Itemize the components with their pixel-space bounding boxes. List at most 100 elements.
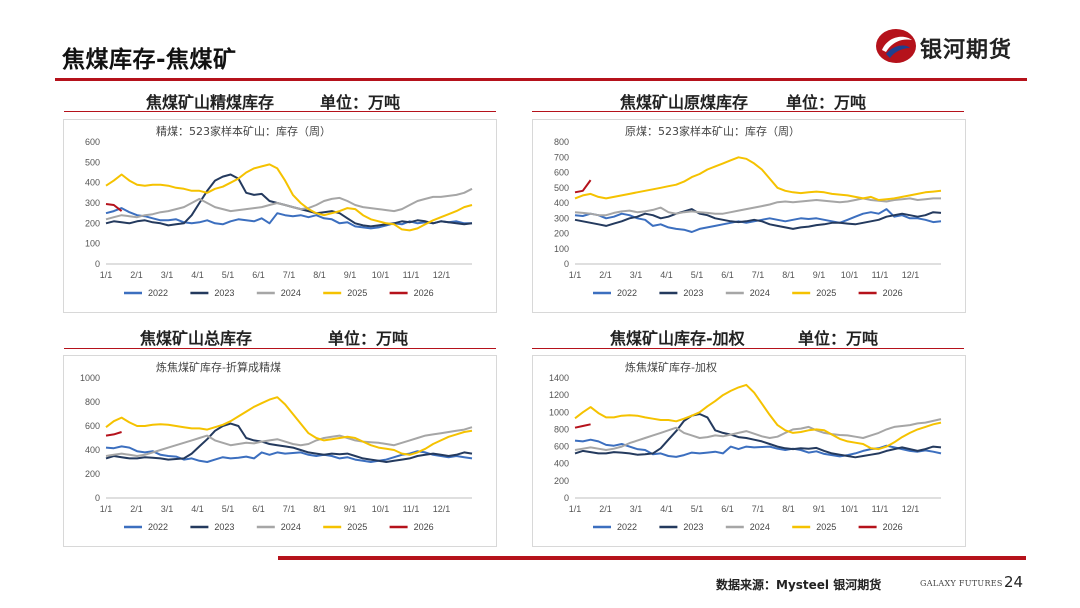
y-tick-label: 1400	[549, 373, 569, 383]
series-line-2023	[574, 208, 942, 230]
chart-subtitle: 炼焦煤矿库存-加权	[625, 360, 717, 374]
panel-1-divider	[64, 111, 496, 112]
x-tick-label: 6/1	[252, 270, 265, 280]
y-tick-label: 200	[554, 229, 569, 239]
series-line-2026	[105, 203, 123, 212]
x-tick-label: 12/1	[902, 504, 920, 514]
x-tick-label: 2/1	[599, 504, 612, 514]
legend-label: 2024	[750, 522, 770, 532]
x-tick-label: 1/1	[100, 504, 113, 514]
x-tick-label: 1/1	[569, 504, 582, 514]
legend-label: 2026	[414, 288, 434, 298]
panel-3-unit: 单位：万吨	[328, 329, 409, 348]
y-tick-label: 400	[554, 198, 569, 208]
legend-label: 2025	[347, 522, 367, 532]
legend-label: 2023	[214, 522, 234, 532]
panel-3-title: 焦煤矿山总库存	[140, 329, 253, 348]
legend-label: 2023	[683, 288, 703, 298]
y-tick-label: 1000	[549, 407, 569, 417]
panel-4-title: 焦煤矿山库存-加权	[610, 329, 745, 348]
legend-label: 2025	[347, 288, 367, 298]
y-tick-label: 800	[554, 137, 569, 147]
legend-label: 2026	[883, 288, 903, 298]
panel-2-divider	[532, 111, 964, 112]
series-line-2026	[574, 179, 592, 194]
legend-label: 2026	[414, 522, 434, 532]
x-tick-label: 9/1	[813, 270, 826, 280]
chart-subtitle: 精煤：523家样本矿山：库存（周）	[156, 124, 331, 138]
legend-label: 2024	[750, 288, 770, 298]
legend-label: 2025	[816, 522, 836, 532]
series-line-2025	[574, 383, 942, 451]
x-tick-label: 5/1	[691, 504, 704, 514]
x-tick-label: 12/1	[433, 504, 451, 514]
x-tick-label: 11/1	[403, 270, 420, 280]
x-tick-label: 1/1	[569, 270, 582, 280]
x-tick-label: 5/1	[222, 270, 235, 280]
x-tick-label: 3/1	[161, 270, 174, 280]
y-tick-label: 400	[85, 178, 100, 188]
x-tick-label: 5/1	[222, 504, 235, 514]
chart-subtitle: 原煤：523家样本矿山：库存（周）	[625, 124, 800, 138]
series-line-2026	[574, 423, 591, 429]
x-tick-label: 4/1	[191, 504, 204, 514]
x-tick-label: 12/1	[902, 270, 920, 280]
y-tick-label: 200	[85, 469, 100, 479]
y-tick-label: 300	[554, 213, 569, 223]
x-tick-label: 2/1	[130, 504, 143, 514]
legend-label: 2022	[617, 288, 637, 298]
x-tick-label: 8/1	[313, 504, 326, 514]
x-tick-label: 10/1	[841, 270, 859, 280]
y-tick-label: 200	[85, 218, 100, 228]
legend-label: 2026	[883, 522, 903, 532]
y-tick-label: 1200	[549, 390, 569, 400]
brand-name: 银河期货	[920, 38, 1013, 63]
y-tick-label: 700	[554, 152, 569, 162]
chart-4-svg: 炼焦煤矿库存-加权 0 200 400 600 800 1000 1200 1400 1/1 2/1…	[549, 360, 942, 532]
x-tick-label: 4/1	[660, 504, 673, 514]
x-tick-label: 6/1	[252, 504, 265, 514]
legend-label: 2024	[281, 522, 301, 532]
x-tick-label: 2/1	[599, 270, 612, 280]
y-tick-label: 400	[85, 445, 100, 455]
series-line-2024	[574, 418, 942, 451]
x-tick-label: 12/1	[433, 270, 451, 280]
y-tick-label: 400	[554, 459, 569, 469]
y-tick-label: 0	[564, 493, 569, 503]
panel-1-unit: 单位：万吨	[320, 93, 401, 112]
series-line-2026	[105, 431, 122, 437]
title-divider	[55, 78, 1027, 81]
x-tick-label: 9/1	[344, 270, 357, 280]
x-tick-label: 9/1	[344, 504, 357, 514]
chart-box-3: 炼焦煤矿库存-折算成精煤 0 200 400 600 800 1000 1/1 2/1 3/1 4/…	[63, 355, 497, 547]
x-tick-label: 4/1	[191, 270, 204, 280]
x-tick-label: 11/1	[403, 504, 420, 514]
y-tick-label: 0	[95, 259, 100, 269]
legend-label: 2024	[281, 288, 301, 298]
x-tick-label: 11/1	[872, 270, 889, 280]
series-line-2023	[574, 413, 942, 459]
chart-box-4: 炼焦煤矿库存-加权 0 200 400 600 800 1000 1200 1400 1/1 2/1…	[532, 355, 966, 547]
legend-label: 2022	[148, 522, 168, 532]
y-tick-label: 600	[85, 137, 100, 147]
x-tick-label: 8/1	[782, 270, 795, 280]
x-tick-label: 7/1	[283, 270, 296, 280]
series-line-2025	[574, 156, 942, 201]
x-tick-label: 10/1	[372, 504, 390, 514]
x-tick-label: 8/1	[313, 270, 326, 280]
series-line-2025	[105, 396, 473, 456]
panel-1-title: 焦煤矿山精煤库存	[146, 93, 275, 112]
x-tick-label: 7/1	[283, 504, 296, 514]
panel-4-divider	[532, 348, 964, 349]
x-tick-label: 6/1	[721, 504, 734, 514]
y-tick-label: 800	[554, 424, 569, 434]
chart-2-svg: 原煤：523家样本矿山：库存（周） 0 100 200 300 400 500 600 700 8…	[554, 124, 942, 298]
y-tick-label: 0	[95, 493, 100, 503]
series-line-2024	[105, 187, 473, 221]
series-line-2023	[105, 422, 473, 463]
legend-label: 2022	[617, 522, 637, 532]
page-number: 24	[1004, 573, 1024, 591]
y-tick-label: 600	[554, 442, 569, 452]
chart-box-2: 原煤：523家样本矿山：库存（周） 0 100 200 300 400 500 600 700 8…	[532, 119, 966, 313]
y-tick-label: 300	[85, 198, 100, 208]
